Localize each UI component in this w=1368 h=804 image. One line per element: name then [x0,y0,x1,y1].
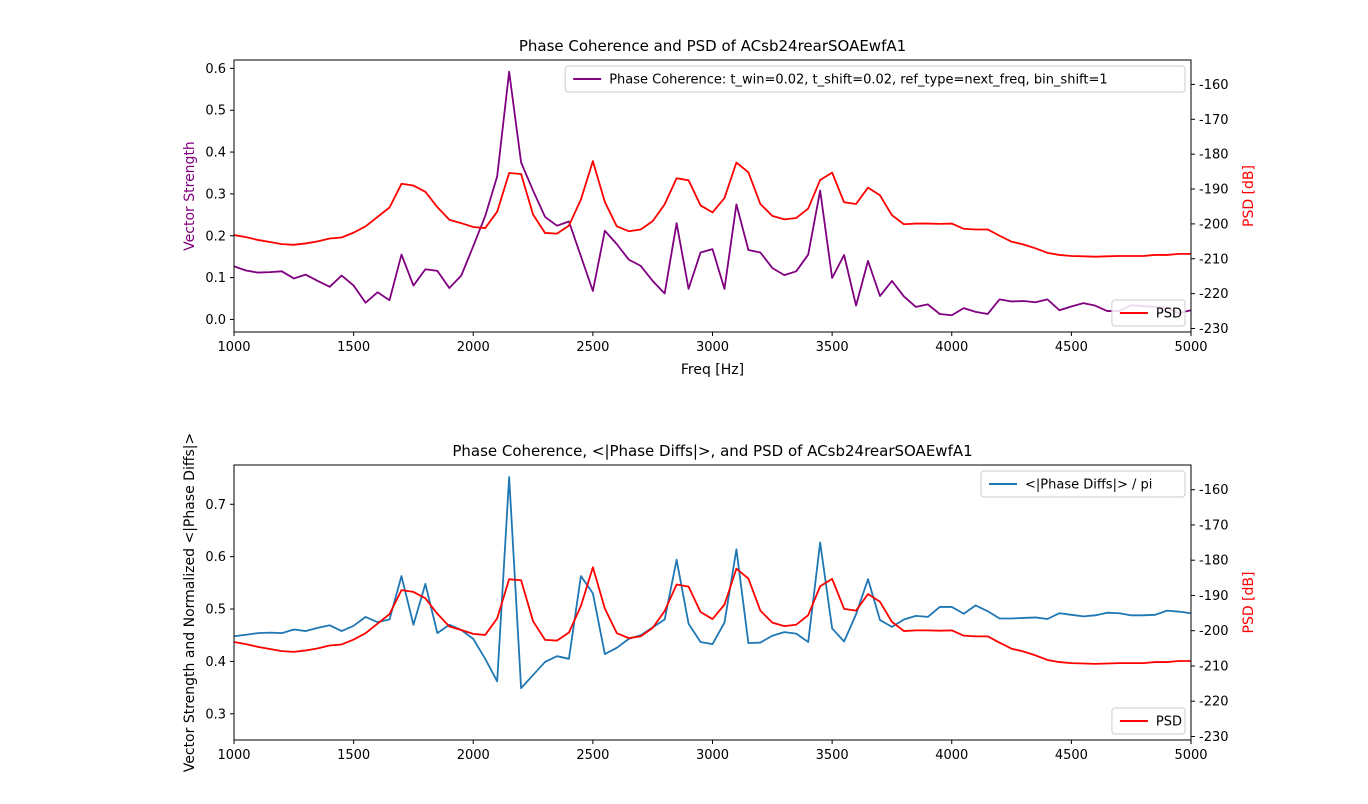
y-right-tick-label: -190 [1199,183,1229,198]
x-tick-label: 3000 [696,340,729,355]
y-right-tick-label: -170 [1199,113,1229,128]
legend-label: <|Phase Diffs|> / pi [1025,478,1152,493]
x-tick-label: 3500 [816,748,849,763]
y-tick-label: 0.5 [205,603,226,618]
x-tick-label: 5000 [1174,340,1207,355]
y-right-tick-label: -210 [1199,659,1229,674]
x-tick-label: 4500 [1055,340,1088,355]
legend-lower-right: PSD [1111,299,1186,327]
y-tick-label: 0.7 [205,498,226,513]
x-tick-label: 1000 [217,340,250,355]
legend-lower-right: PSD [1111,707,1186,735]
legend-upper-right: <|Phase Diffs|> / pi [980,470,1186,498]
chart-title: Phase Coherence and PSD of ACsb24rearSOA… [519,37,906,55]
x-tick-label: 5000 [1174,748,1207,763]
x-tick-label: 4000 [935,340,968,355]
legend-label: PSD [1156,715,1182,730]
legend-label: Phase Coherence: t_win=0.02, t_shift=0.0… [609,73,1107,88]
x-axis-label: Freq [Hz] [681,362,744,378]
y-right-tick-label: -230 [1199,730,1229,745]
y-tick-label: 0.3 [205,707,226,722]
y-tick-label: 0.0 [205,313,226,328]
y-right-tick-label: -210 [1199,252,1229,267]
legend-box [564,65,1186,93]
y-axis-label: Vector Strength and Normalized <|Phase D… [182,433,198,772]
legend-label: PSD [1156,307,1182,322]
x-tick-label: 3500 [816,340,849,355]
x-tick-label: 1500 [337,340,370,355]
x-tick-label: 1500 [337,748,370,763]
y-right-tick-label: -200 [1199,217,1229,232]
plot-frame [233,59,1192,333]
legend-box [980,470,1186,498]
y-tick-label: 0.6 [205,62,226,77]
y-right-tick-label: -180 [1199,148,1229,163]
y-tick-label: 0.1 [205,271,226,286]
y-right-tick-label: -180 [1199,554,1229,569]
y-right-tick-label: -190 [1199,589,1229,604]
subplot-1: 1000 1500 2000 2500 3000 3500 4000 4500 5000 0.0 0… [182,37,1257,378]
y-right-tick-label: -220 [1199,695,1229,710]
series-line-psd [234,160,1191,258]
x-tick-label: 2000 [457,748,490,763]
y-right-tick-label: -160 [1199,483,1229,498]
x-tick-label: 4500 [1055,748,1088,763]
legend-box [1111,707,1186,735]
x-tick-label: 1000 [217,748,250,763]
y-axis-label: Vector Strength [182,141,198,251]
x-tick-label: 3000 [696,748,729,763]
y-tick-label: 0.4 [205,655,226,670]
x-tick-label: 2000 [457,340,490,355]
y-right-tick-label: -170 [1199,518,1229,533]
legend-upper-right: Phase Coherence: t_win=0.02, t_shift=0.0… [564,65,1186,93]
x-tick-label: 2500 [576,340,609,355]
y-right-tick-label: -230 [1199,322,1229,337]
y-right-axis-label: PSD [dB] [1241,165,1257,227]
y-right-tick-label: -160 [1199,78,1229,93]
x-tick-label: 4000 [935,748,968,763]
y-right-tick-label: -220 [1199,287,1229,302]
chart-title: Phase Coherence, <|Phase Diffs|>, and PS… [452,442,972,460]
y-tick-label: 0.3 [205,187,226,202]
y-right-axis-label: PSD [dB] [1241,572,1257,634]
y-tick-label: 0.6 [205,550,226,565]
legend-box [1111,299,1186,327]
subplot-2: 1000 1500 2000 2500 3000 3500 4000 4500 5000 0.3 0… [182,433,1257,772]
y-tick-label: 0.2 [205,229,226,244]
x-tick-label: 2500 [576,748,609,763]
series-line-primary [234,70,1191,317]
y-tick-label: 0.4 [205,146,226,161]
y-right-tick-label: -200 [1199,624,1229,639]
y-tick-label: 0.5 [205,104,226,119]
series-line-psd [234,566,1191,665]
plot-frame [233,464,1192,741]
series-line-primary [234,476,1191,690]
